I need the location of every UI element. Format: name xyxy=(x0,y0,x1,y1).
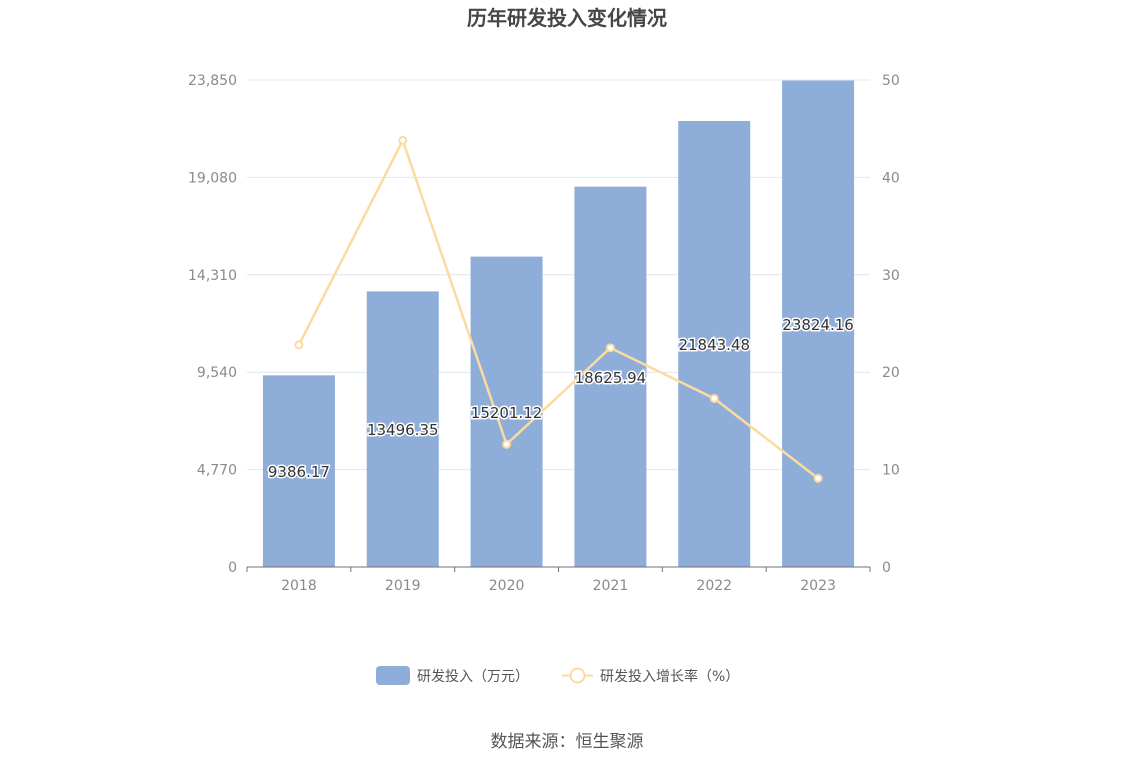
y-left-tick-label: 19,080 xyxy=(188,170,237,186)
bar-value-label: 9386.17 xyxy=(268,463,330,481)
growth-rate-point[interactable] xyxy=(709,393,719,403)
bar-value-label: 18625.94 xyxy=(575,369,647,387)
legend-label-line: 研发投入增长率（%） xyxy=(600,668,739,685)
legend-label-bar: 研发投入（万元） xyxy=(417,669,529,685)
y-left-tick-label: 9,540 xyxy=(197,365,237,381)
grid-lines xyxy=(247,79,870,471)
x-tick-label: 2021 xyxy=(593,578,629,594)
y-right-tick-label: 40 xyxy=(882,170,900,186)
bar[interactable] xyxy=(470,256,543,567)
y-right-tick-label: 20 xyxy=(882,365,900,381)
legend-item-growth-rate[interactable]: 研发投入增长率（%） xyxy=(562,667,739,685)
growth-line xyxy=(294,135,823,483)
bar[interactable] xyxy=(574,186,647,568)
legend-swatch-marker xyxy=(569,667,586,684)
y-right-tick-label: 10 xyxy=(882,463,900,479)
legend-swatch-bar xyxy=(376,666,410,685)
bars xyxy=(262,80,855,568)
y-left-tick-label: 14,310 xyxy=(188,268,237,284)
growth-rate-point[interactable] xyxy=(605,343,615,353)
growth-rate-point[interactable] xyxy=(398,135,408,145)
growth-rate-point[interactable] xyxy=(813,473,823,483)
bar-labels: 9386.17 13496.35 15201.12 18625.94 21843.48 2… xyxy=(266,314,855,482)
axes: 0 4,770 9,540 14,310 19,080 23,850 0 10 20 30 40 50… xyxy=(188,73,900,594)
bar-value-label: 21843.48 xyxy=(678,336,750,354)
bar[interactable] xyxy=(366,291,439,567)
x-tick-label: 2020 xyxy=(489,578,525,594)
y-right-tick-label: 50 xyxy=(882,73,900,89)
y-left-tick-label: 0 xyxy=(228,560,237,576)
x-tick-label: 2022 xyxy=(696,578,732,594)
growth-rate-line xyxy=(297,137,819,480)
x-tick-label: 2023 xyxy=(800,578,836,594)
legend: 研发投入（万元） 研发投入增长率（%） xyxy=(376,666,739,685)
chart-title: 历年研发投入变化情况 xyxy=(467,6,667,30)
y-right-tick-label: 30 xyxy=(882,268,900,284)
bar-value-label: 13496.35 xyxy=(367,421,439,439)
x-tick-label: 2019 xyxy=(385,578,421,594)
bar-value-label: 23824.16 xyxy=(782,316,854,334)
legend-item-rd-investment[interactable]: 研发投入（万元） xyxy=(376,666,529,685)
bar-value-label: 15201.12 xyxy=(471,404,543,422)
x-tick-label: 2018 xyxy=(281,578,317,594)
bar[interactable] xyxy=(782,80,855,567)
bar[interactable] xyxy=(678,120,751,567)
growth-rate-point[interactable] xyxy=(502,439,512,449)
data-source: 数据来源：恒生聚源 xyxy=(491,732,644,752)
growth-rate-point[interactable] xyxy=(294,340,304,350)
y-left-tick-label: 23,850 xyxy=(188,73,237,89)
y-right-tick-label: 0 xyxy=(882,560,891,576)
bar[interactable] xyxy=(262,375,335,567)
y-left-tick-label: 4,770 xyxy=(197,463,237,479)
